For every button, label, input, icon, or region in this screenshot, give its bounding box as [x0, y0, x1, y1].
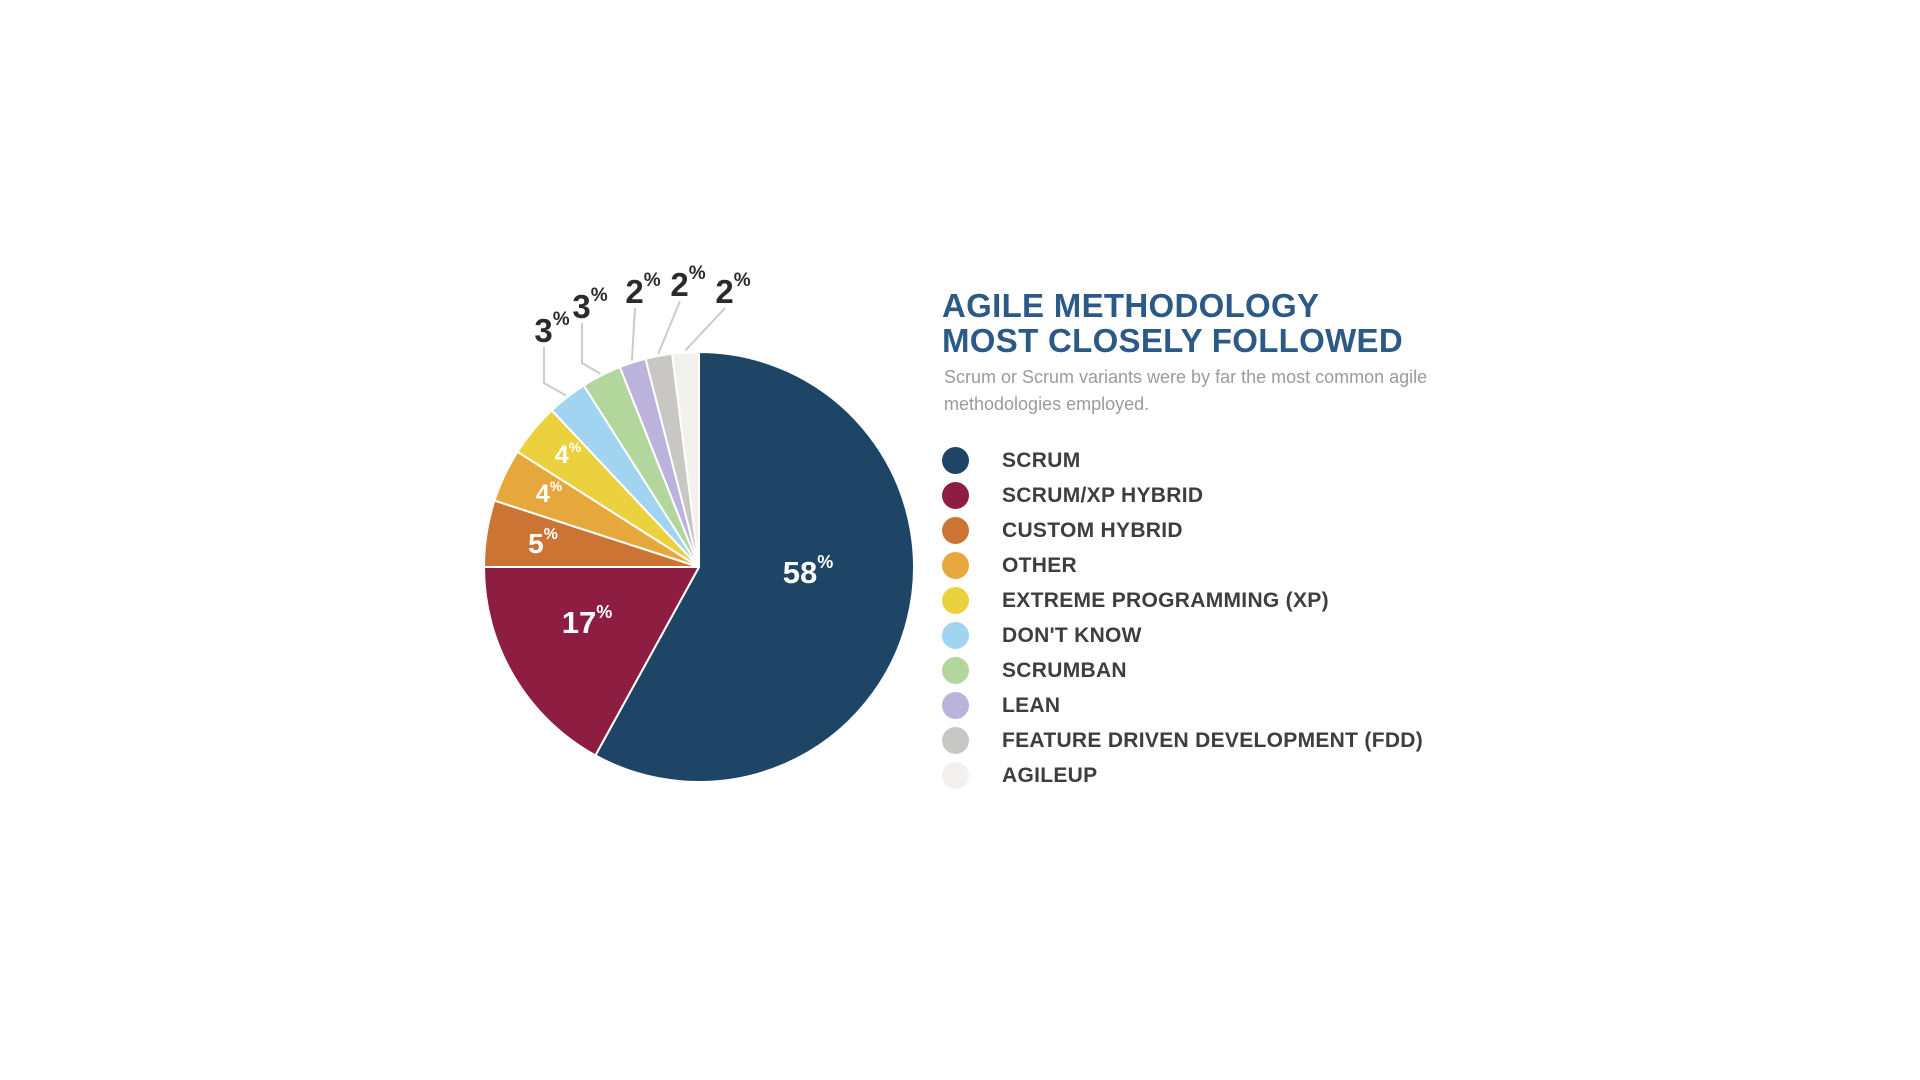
- callout-line: [657, 300, 681, 355]
- chart-subtitle-line1: Scrum or Scrum variants were by far the …: [944, 367, 1428, 387]
- chart-title-line2: MOST CLOSELY FOLLOWED: [942, 322, 1403, 359]
- legend-swatch: [942, 552, 969, 579]
- legend-item: LEAN: [942, 688, 1423, 723]
- legend-label: SCRUM/XP HYBRID: [1002, 483, 1204, 507]
- chart-title: AGILE METHODOLOGY MOST CLOSELY FOLLOWED: [942, 288, 1403, 358]
- legend: SCRUM SCRUM/XP HYBRID CUSTOM HYBRID OTHER EX…: [942, 443, 1423, 793]
- legend-swatch: [942, 727, 969, 754]
- chart-subtitle-line2: methodologies employed.: [944, 394, 1150, 414]
- callout-value-label: 3%: [534, 309, 569, 349]
- callout-line: [581, 323, 602, 375]
- pie-slice: [594, 351, 915, 783]
- callout-value-label: 2%: [715, 270, 750, 310]
- legend-swatch: [942, 587, 969, 614]
- legend-item: OTHER: [942, 548, 1423, 583]
- legend-item: CUSTOM HYBRID: [942, 513, 1423, 548]
- pie-labels: 58%17%5%4%4%3% 3% 2% 2% 2%: [528, 263, 833, 640]
- callout-line: [684, 307, 726, 352]
- legend-item: SCRUMBAN: [942, 653, 1423, 688]
- legend-item: SCRUM: [942, 443, 1423, 478]
- slice-value-label: 4%: [555, 439, 582, 469]
- callout-value-label: 2%: [670, 263, 705, 303]
- callout-value-label: 3%: [572, 285, 607, 325]
- legend-label: CUSTOM HYBRID: [1002, 518, 1183, 542]
- callout-value-label: 2%: [625, 270, 660, 310]
- chart-subtitle: Scrum or Scrum variants were by far the …: [944, 364, 1427, 418]
- legend-label: SCRUM: [1002, 448, 1081, 472]
- legend-label: DON'T KNOW: [1002, 623, 1142, 647]
- pie-slice: [671, 351, 700, 568]
- legend-item: DON'T KNOW: [942, 618, 1423, 653]
- legend-label: SCRUMBAN: [1002, 658, 1127, 682]
- legend-swatch: [942, 657, 969, 684]
- legend-label: AGILEUP: [1002, 763, 1098, 787]
- legend-item: FEATURE DRIVEN DEVELOPMENT (FDD): [942, 723, 1423, 758]
- legend-item: AGILEUP: [942, 758, 1423, 793]
- legend-swatch: [942, 692, 969, 719]
- legend-label: FEATURE DRIVEN DEVELOPMENT (FDD): [1002, 728, 1424, 752]
- callout-line: [543, 347, 567, 397]
- callout-lines: [543, 300, 726, 397]
- legend-swatch: [942, 622, 969, 649]
- legend-item: EXTREME PROGRAMMING (XP): [942, 583, 1423, 618]
- legend-item: SCRUM/XP HYBRID: [942, 478, 1423, 513]
- slice-value-label: 17%: [562, 602, 613, 640]
- pie-slice: [483, 566, 700, 757]
- slice-value-label: 58%: [783, 552, 834, 590]
- slice-value-label: 4%: [536, 478, 563, 508]
- slice-value-label: 5%: [528, 526, 558, 559]
- legend-swatch: [942, 447, 969, 474]
- legend-label: OTHER: [1002, 553, 1077, 577]
- pie-slices: [483, 351, 915, 783]
- legend-swatch: [942, 517, 969, 544]
- chart-title-line1: AGILE METHODOLOGY: [942, 287, 1320, 324]
- legend-swatch: [942, 762, 969, 789]
- legend-label: EXTREME PROGRAMMING (XP): [1002, 588, 1329, 612]
- legend-label: LEAN: [1002, 693, 1061, 717]
- legend-swatch: [942, 482, 969, 509]
- info-panel: AGILE METHODOLOGY MOST CLOSELY FOLLOWED …: [942, 0, 1562, 1080]
- callout-line: [630, 307, 636, 361]
